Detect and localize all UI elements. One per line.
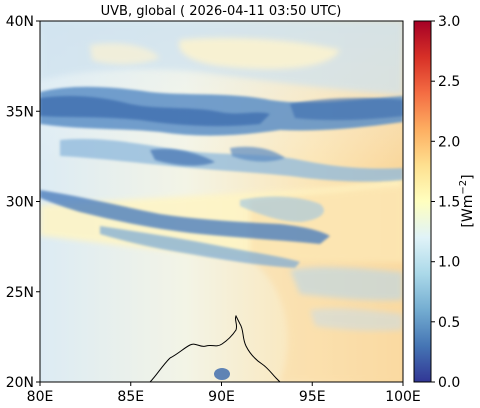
colorbar-unit-label: [Wm−2] <box>458 174 476 227</box>
y-tick-label: 30N <box>6 195 34 211</box>
colorbar-tick-label: 0.5 <box>438 315 460 331</box>
x-axis: 80E 85E 90E 95E 100E <box>27 382 421 405</box>
y-tick-label: 35N <box>6 104 34 120</box>
colorbar-tick-label: 1.0 <box>438 255 460 271</box>
y-tick-label: 25N <box>6 285 34 301</box>
colorbar-gradient <box>413 20 432 383</box>
y-tick-label: 20N <box>6 375 34 391</box>
x-tick-label: 95E <box>299 389 326 405</box>
x-tick-label: 85E <box>117 389 144 405</box>
colorbar-tick-label: 3.0 <box>438 14 460 30</box>
colorbar-tick-label: 1.5 <box>438 195 460 211</box>
uvb-map-field <box>40 21 403 382</box>
colorbar-tick-label: 0.0 <box>438 375 460 391</box>
map-title: UVB, global ( 2026-04-11 03:50 UTC) <box>101 4 342 19</box>
x-tick-label: 90E <box>208 389 235 405</box>
x-tick-label: 100E <box>385 389 421 405</box>
y-axis: 20N 25N 30N 35N 40N <box>6 14 40 391</box>
colorbar-tick-label: 2.5 <box>438 74 460 90</box>
colorbar-tick-label: 2.0 <box>438 134 460 150</box>
coastline <box>169 314 281 382</box>
x-tick-label: 80E <box>27 389 54 405</box>
colorbar: 0.0 0.5 1.0 1.5 2.0 2.5 3.0 [Wm−2] <box>413 14 476 391</box>
y-tick-label: 40N <box>6 14 34 30</box>
